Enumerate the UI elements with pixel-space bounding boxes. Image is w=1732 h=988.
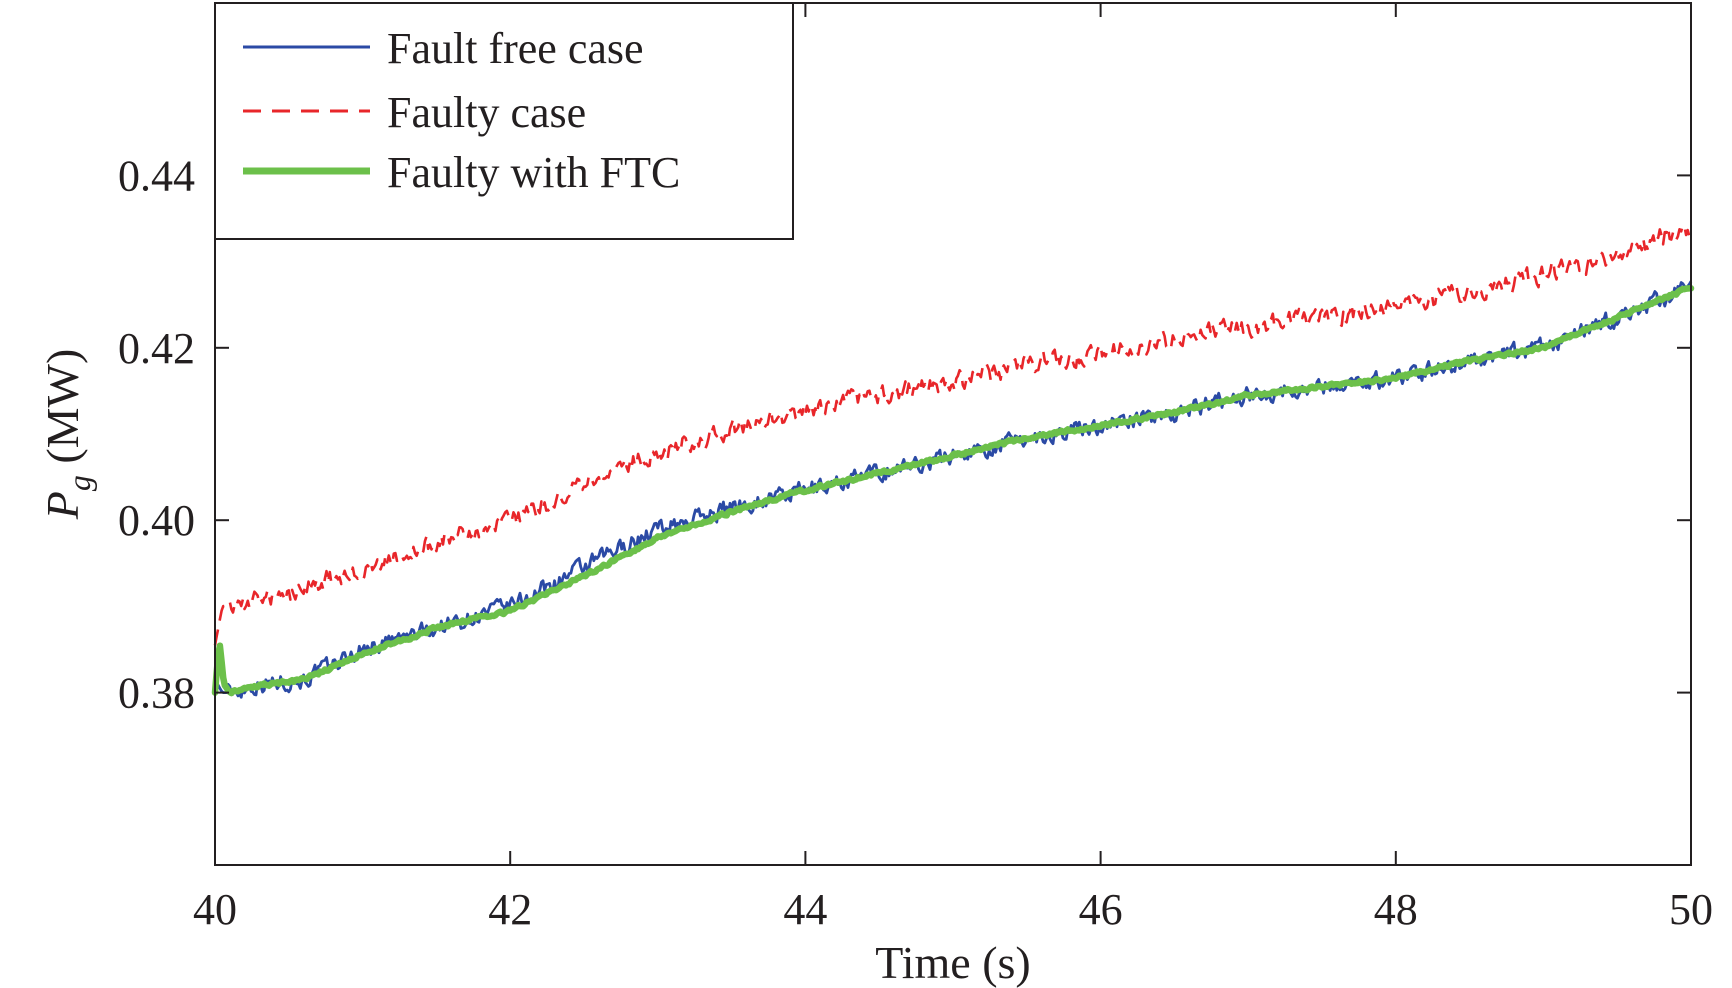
series-line-1 [213,223,1693,646]
series-line-2 [211,285,1695,697]
y-axis-label-subscript: g [61,475,97,491]
y-tick-label: 0.40 [118,496,195,545]
x-tick-label: 42 [488,885,532,934]
legend: Fault free case Faulty case Faulty with … [214,2,794,240]
plot-frame [214,2,1692,866]
legend-box [214,2,794,240]
y-tick-label: 0.38 [118,669,195,718]
legend-entry-faulty-ftc: Faulty with FTC [387,148,680,197]
x-tick-label: 50 [1669,885,1713,934]
y-tick-label: 0.44 [118,151,195,200]
ticks-layer: 40 42 44 46 48 50 0.38 0.40 0.42 0.44 [118,3,1713,934]
legend-entry-fault-free: Fault free case [387,24,644,73]
series-layer [211,223,1695,699]
y-axis-label: Pg (MW) [37,349,97,521]
x-tick-label: 48 [1374,885,1418,934]
y-tick-label: 0.42 [118,324,195,373]
x-tick-label: 44 [783,885,827,934]
x-tick-label: 40 [193,885,237,934]
y-axis-label-symbol: P [37,491,88,520]
x-tick-label: 46 [1079,885,1123,934]
legend-entry-faulty: Faulty case [387,88,586,137]
series-line-0 [213,280,1693,699]
y-axis-label-unit: (MW) [37,349,88,475]
x-axis-label: Time (s) [875,937,1031,988]
